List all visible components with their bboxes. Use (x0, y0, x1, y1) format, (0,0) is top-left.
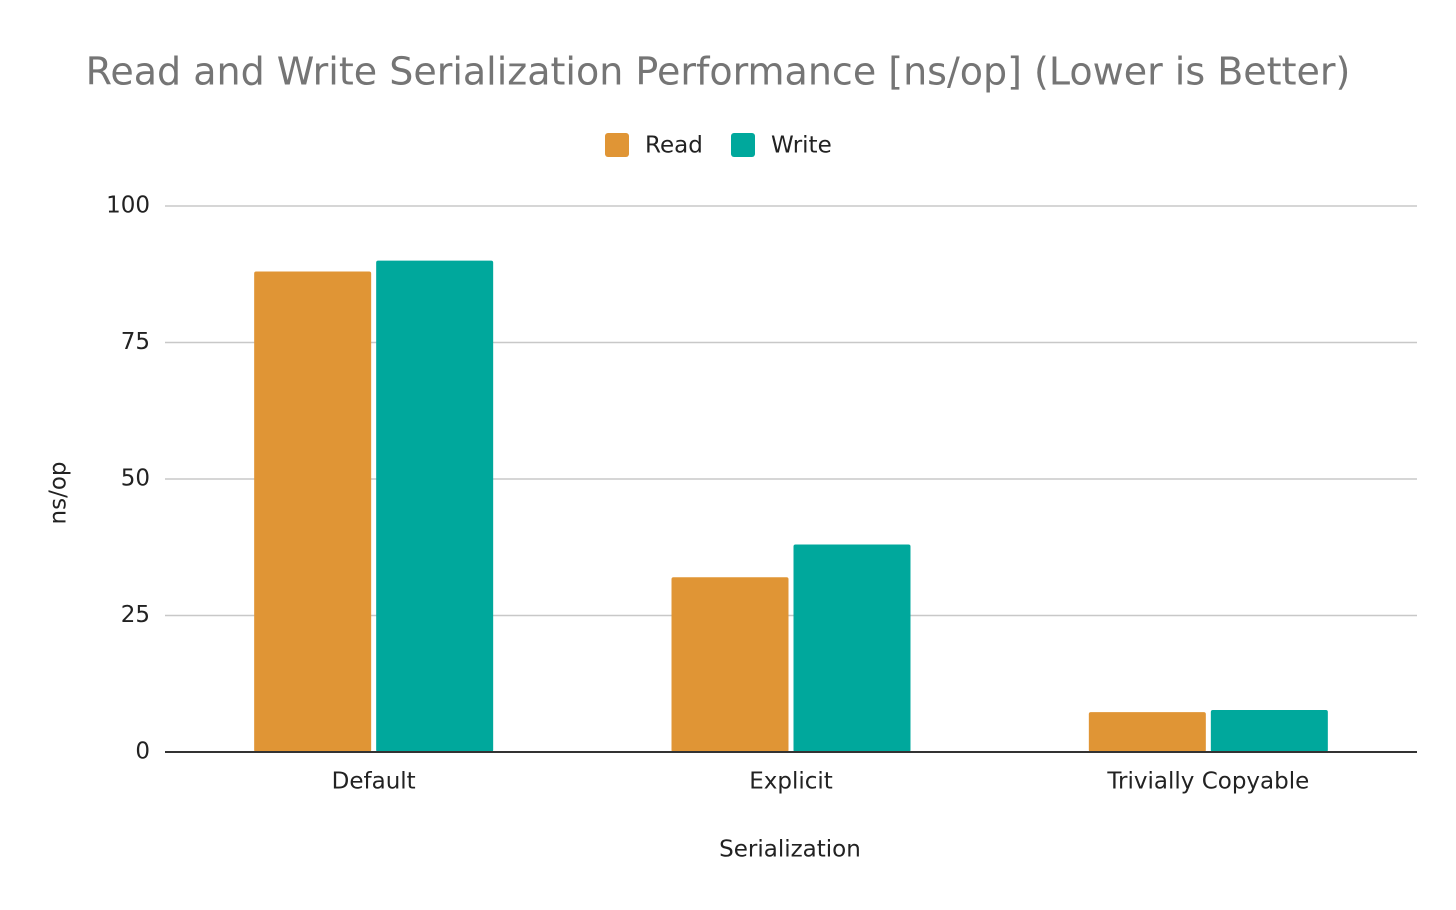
y-tick-label: 100 (106, 193, 150, 219)
x-tick-label: Trivially Copyable (1106, 769, 1309, 795)
chart-title: Read and Write Serialization Performance… (86, 50, 1351, 94)
y-tick-label: 50 (121, 466, 150, 492)
x-axis-label: Serialization (719, 837, 861, 863)
legend-label: Read (645, 133, 703, 159)
legend-label: Write (771, 133, 832, 159)
bar (1088, 712, 1206, 752)
bar (254, 271, 372, 752)
y-tick-label: 75 (121, 329, 150, 355)
bar (376, 260, 494, 752)
y-tick-label: 0 (135, 739, 150, 765)
x-tick-label: Explicit (749, 769, 833, 795)
x-tick-label: Default (332, 769, 416, 795)
y-tick-label: 25 (121, 602, 150, 628)
legend-swatch (605, 133, 629, 157)
legend-swatch (731, 133, 755, 157)
bar (793, 544, 911, 752)
bar (1210, 709, 1328, 752)
bar (671, 577, 789, 752)
y-axis-label: ns/op (46, 462, 72, 525)
